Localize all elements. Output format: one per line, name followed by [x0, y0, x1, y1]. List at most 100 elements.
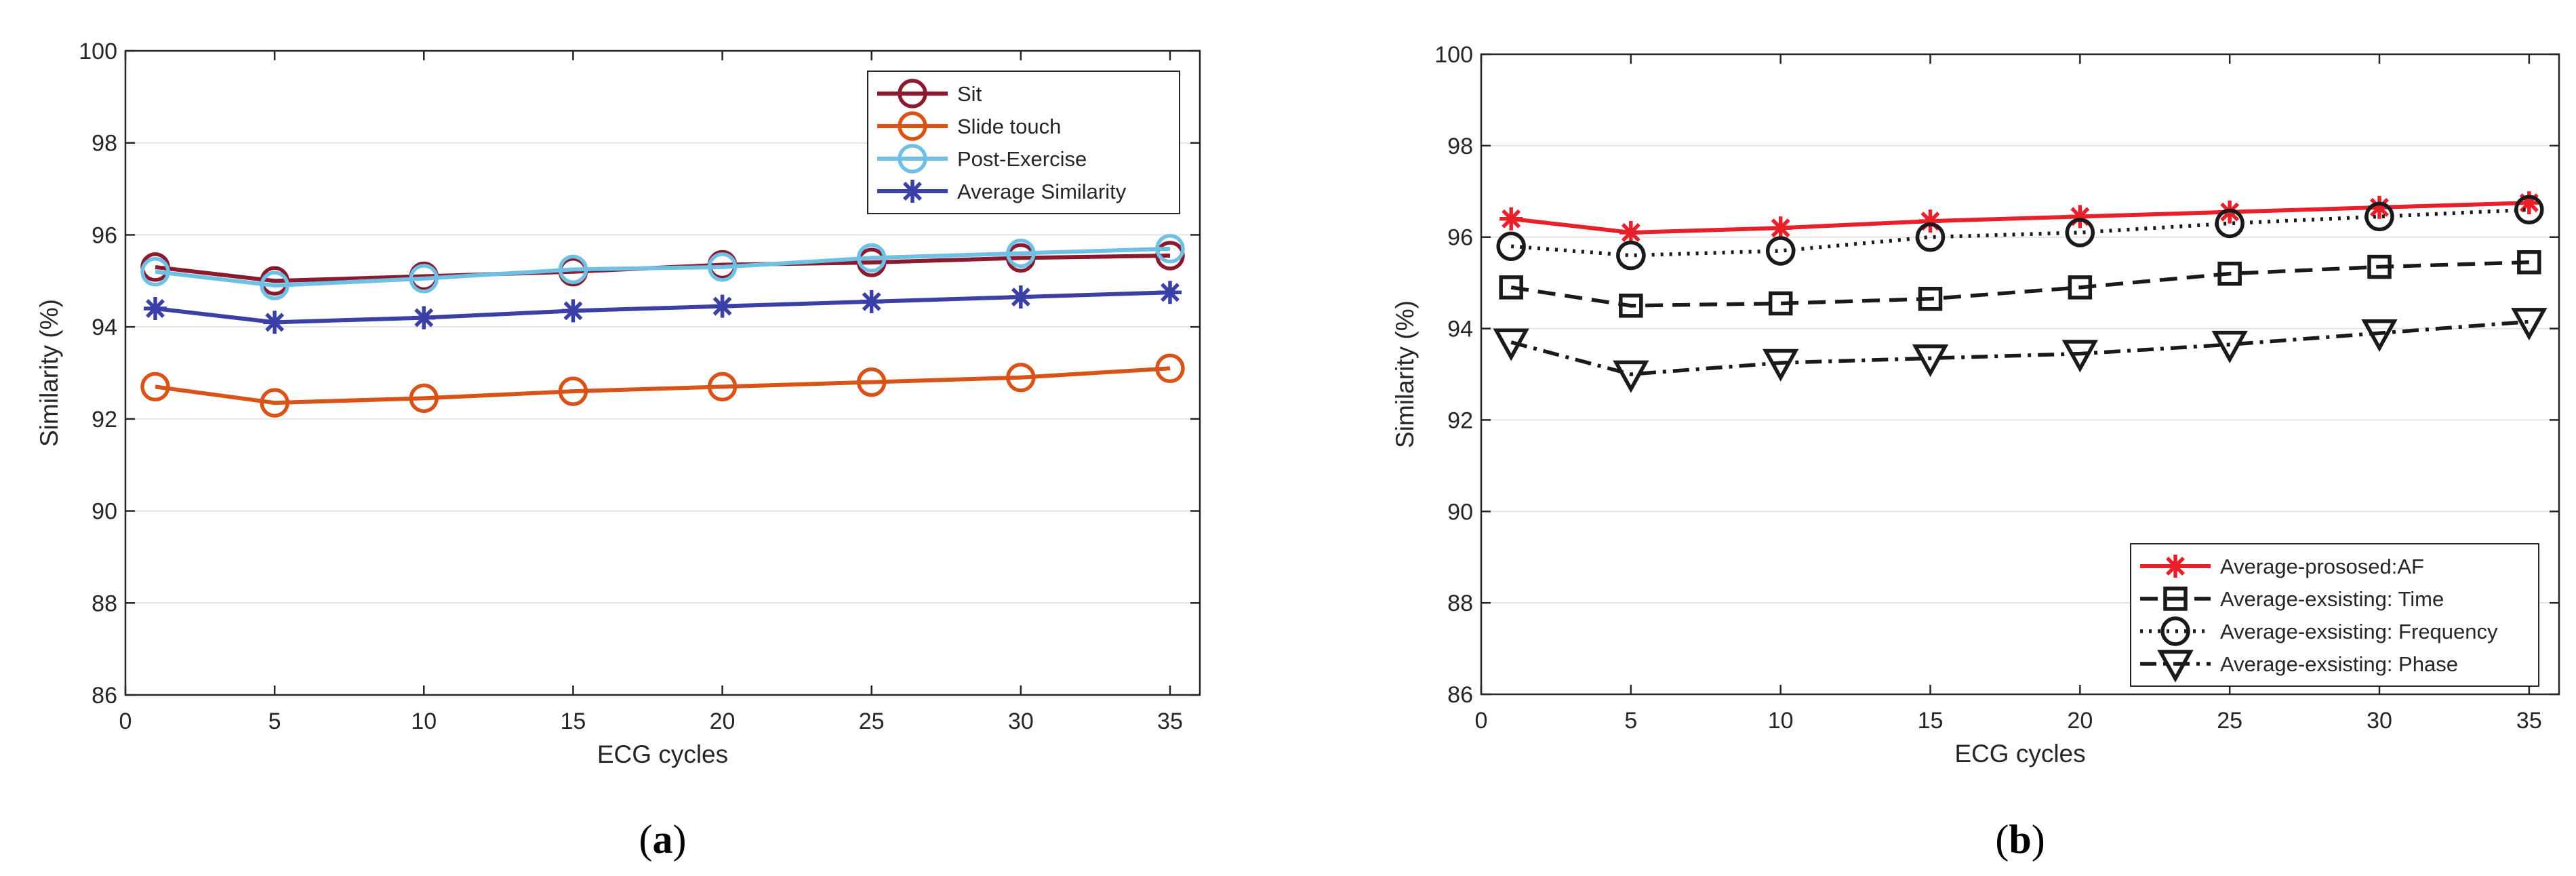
data-point	[558, 254, 588, 285]
caption-letter: b	[2009, 817, 2031, 862]
y-tick-label: 90	[1447, 499, 1473, 525]
data-point	[707, 252, 738, 282]
data-point	[409, 264, 439, 294]
data-point	[1918, 210, 1942, 233]
caption-paren: (	[1995, 817, 2009, 862]
y-tick-label: 94	[1447, 317, 1473, 342]
y-tick-label: 92	[1447, 407, 1473, 433]
legend-marker	[901, 180, 924, 203]
legend-label: Average-exsisting: Frequency	[2220, 620, 2498, 643]
series-post-exercise	[140, 234, 1185, 300]
legend-marker	[2157, 650, 2194, 683]
data-point	[2068, 205, 2092, 228]
series-line	[1510, 207, 2529, 258]
data-point	[409, 383, 439, 414]
legend: Average-prososed:AF Average-exsisting: Ti…	[2130, 543, 2539, 687]
series-line	[155, 246, 1171, 288]
data-point	[260, 388, 289, 418]
axes-box	[124, 49, 1201, 696]
data-point	[144, 297, 167, 320]
legend-label: Sit	[957, 82, 982, 106]
series-line	[1510, 260, 2529, 308]
data-point	[1500, 207, 1523, 231]
series-average-exsisting-frequency	[1496, 195, 2544, 271]
data-point	[710, 294, 734, 318]
y-tick-label: 86	[1447, 682, 1473, 708]
legend-label: Slide touch	[957, 115, 1061, 138]
legend-label: Average-exsisting: Time	[2220, 587, 2444, 611]
data-point	[1762, 349, 1799, 382]
y-tick-label: 92	[92, 407, 117, 433]
series-slide-touch	[140, 353, 1185, 418]
caption-paren: )	[2032, 817, 2045, 862]
series-line	[1510, 319, 2530, 376]
legend-label: Average Similarity	[957, 180, 1127, 203]
data-point	[2361, 319, 2398, 352]
x-tick-label: 0	[1475, 708, 1488, 734]
x-tick-label: 35	[2516, 708, 2542, 734]
data-point	[1768, 291, 1793, 316]
x-tick-label: 25	[2217, 708, 2242, 734]
legend-marker	[2160, 616, 2190, 646]
y-tick-label: 94	[92, 315, 117, 340]
data-point	[856, 243, 887, 273]
legend: Sit Slide touch Post-Exercise Average Simil…	[867, 71, 1180, 214]
data-point	[860, 290, 883, 313]
data-point	[2511, 308, 2548, 341]
data-point	[1616, 240, 1646, 271]
series-average-similarity	[144, 281, 1182, 334]
data-point	[1619, 294, 1643, 318]
caption-letter: a	[653, 817, 673, 862]
figure-caption: (b)	[1995, 817, 2045, 862]
data-point	[1158, 281, 1182, 304]
data-point	[1155, 353, 1185, 383]
legend-label: Average-prososed:AF	[2220, 555, 2424, 578]
data-point	[2065, 218, 2095, 247]
data-point	[2061, 340, 2099, 373]
x-tick-label: 10	[411, 709, 437, 734]
data-point	[2217, 261, 2242, 286]
x-tick-label: 15	[561, 709, 586, 734]
legend-label: Post-Exercise	[957, 147, 1087, 171]
y-tick-label: 90	[92, 499, 117, 525]
y-tick-label: 98	[92, 131, 117, 157]
x-tick-label: 0	[119, 709, 132, 734]
x-axis-label: ECG cycles	[1954, 740, 2085, 768]
data-point	[1155, 234, 1185, 264]
caption-paren: )	[673, 817, 687, 862]
data-point	[2517, 250, 2541, 275]
data-point	[2068, 275, 2093, 300]
data-point	[2215, 208, 2245, 239]
data-point	[140, 372, 170, 402]
y-tick-label: 88	[1447, 591, 1473, 616]
chart-b: 86 88 90 92 94 96 98 100 0 5 10 15 20 25 30 35 ECG cycle…	[1391, 42, 2560, 862]
series-line	[1510, 201, 2529, 235]
y-tick-label: 100	[1434, 42, 1473, 68]
data-point	[412, 306, 436, 330]
series-line	[155, 290, 1171, 325]
data-point	[1006, 238, 1036, 268]
legend-marker	[898, 79, 927, 108]
x-tick-label: 20	[710, 709, 736, 734]
chart-a: 86 88 90 92 94 96 98 100 0 5 10 15 20 25 30 35 ECG cycle…	[35, 39, 1201, 862]
x-tick-label: 30	[2367, 708, 2392, 734]
x-axis-label: ECG cycles	[597, 740, 728, 768]
y-tick-label: 88	[92, 591, 117, 616]
legend-marker	[898, 144, 927, 174]
data-point	[263, 311, 287, 334]
data-point	[2517, 191, 2541, 215]
data-point	[707, 372, 738, 402]
data-point	[2364, 201, 2394, 232]
data-point	[1765, 236, 1796, 266]
y-tick-label: 86	[92, 683, 117, 709]
data-point	[1619, 220, 1643, 244]
y-tick-label: 98	[1447, 134, 1473, 159]
series-average-exsisting-phase	[1493, 308, 2548, 393]
x-tick-label: 15	[1918, 708, 1944, 734]
caption-paren: (	[639, 817, 653, 862]
x-tick-label: 25	[859, 709, 885, 734]
data-point	[561, 299, 585, 323]
data-point	[1912, 344, 1949, 378]
data-point	[2368, 195, 2391, 219]
